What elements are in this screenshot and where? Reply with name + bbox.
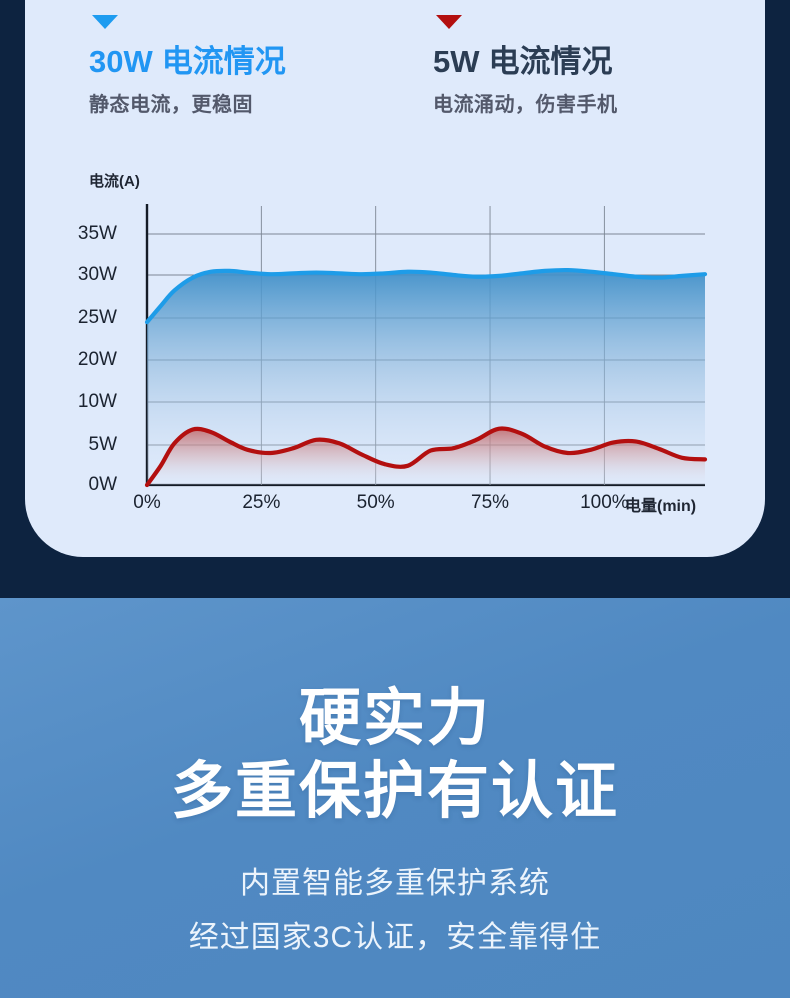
hero-headline-secondary: 多重保护有认证 [170, 756, 619, 826]
x-tick-75pct: 75% [471, 492, 510, 513]
x-tick-25pct: 25% [242, 492, 281, 513]
header-5w: 5W 电流情况 电流涌动，伤害手机 [433, 15, 618, 117]
hero-panel: 硬实力 多重保护有认证 内置智能多重保护系统 经过国家3C认证，安全靠得住 [0, 598, 790, 998]
y-tick-20W: 20W [77, 349, 117, 370]
header-5w-title: 5W 电流情况 [433, 44, 618, 80]
y-tick-30W: 30W [77, 264, 117, 285]
y-tick-25W: 25W [77, 307, 117, 328]
hero-subtitle-1: 内置智能多重保护系统 [240, 866, 550, 900]
x-axis-title: 电量(min) [625, 498, 697, 515]
header-30w: 30W 电流情况 静态电流，更稳固 [89, 15, 286, 117]
x-tick-0pct: 0% [133, 492, 161, 513]
hero-headline-primary: 硬实力 [298, 684, 491, 753]
x-tick-50pct: 50% [356, 492, 395, 513]
y-tick-10W: 10W [77, 391, 117, 412]
x-tick-100pct: 100% [580, 492, 629, 513]
header-5w-subtitle: 电流涌动，伤害手机 [433, 93, 618, 116]
chart-panel: 30W 电流情况 静态电流，更稳固 5W 电流情况 电流涌动，伤害手机 电流(A) … [25, 0, 765, 557]
y-axis-ticks: 35W 30W 25W 20W 10W 5W 0W [59, 160, 117, 540]
triangle-down-blue-icon [92, 15, 118, 29]
y-tick-35W: 35W [77, 223, 117, 244]
y-tick-5W: 5W [88, 434, 118, 455]
header-30w-title: 30W 电流情况 [89, 44, 286, 80]
header-30w-watt: 30W [89, 44, 153, 79]
y-tick-0W: 0W [88, 474, 118, 495]
header-5w-watt: 5W [433, 44, 480, 79]
chart-svg [144, 204, 708, 488]
x-axis-ticks: 电量(min) 0% 25% 50% 75% 100% [25, 492, 765, 526]
chart-card: 30W 电流情况 静态电流，更稳固 5W 电流情况 电流涌动，伤害手机 电流(A) … [25, 0, 765, 557]
header-5w-label: 电流情况 [488, 44, 613, 79]
triangle-down-red-icon [436, 15, 462, 29]
hero-subtitle-2: 经过国家3C认证，安全靠得住 [188, 920, 602, 954]
header-30w-label: 电流情况 [161, 44, 286, 79]
current-chart: 电流(A) 35W 30W 25W 20W 10W 5W 0W 电量(min) 0% 25% 5… [25, 160, 765, 540]
header-30w-subtitle: 静态电流，更稳固 [89, 93, 253, 116]
y-axis-title: 电流(A) [89, 173, 140, 190]
